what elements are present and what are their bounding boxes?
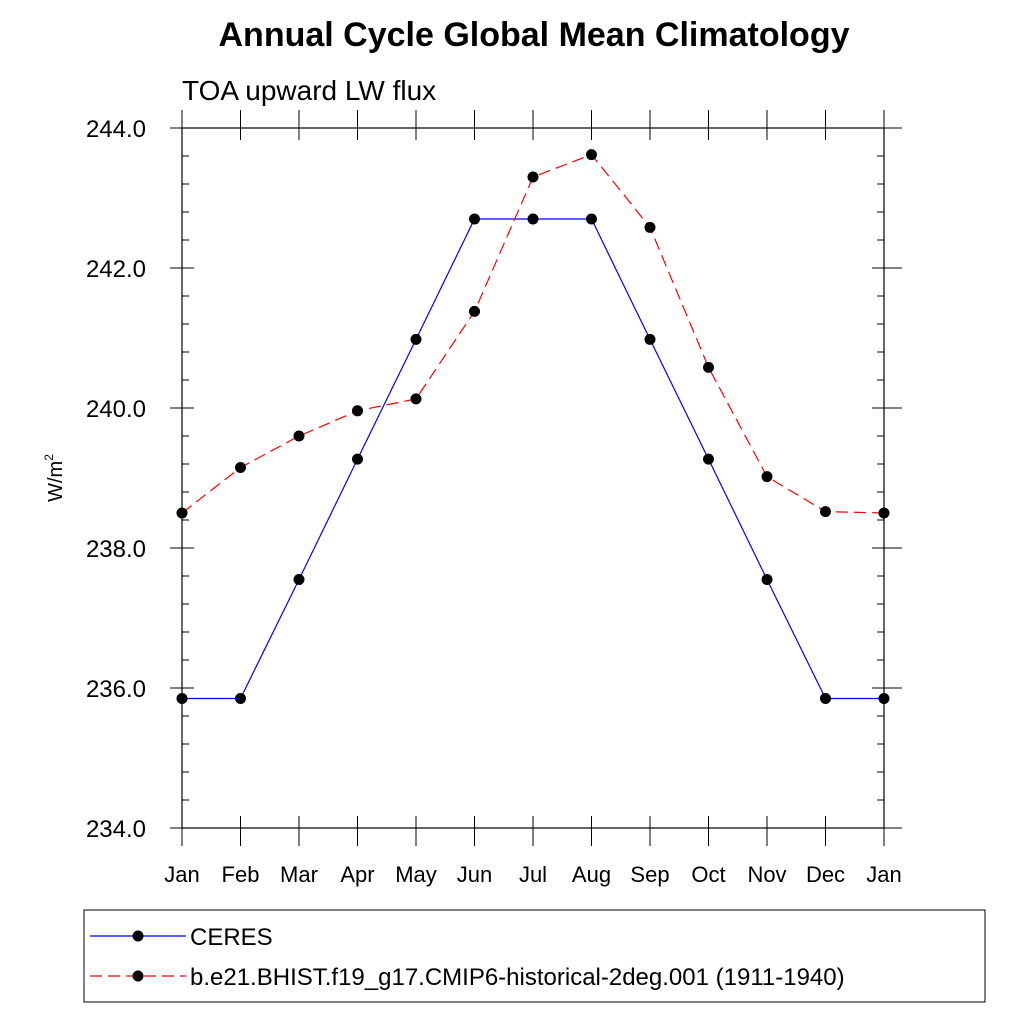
y-axis-label-exponent: 2 <box>42 454 56 461</box>
y-axis-label: W/m2 <box>42 454 67 502</box>
x-tick-label: Jun <box>457 862 492 887</box>
data-point <box>469 213 480 225</box>
data-point <box>761 574 773 585</box>
x-tick-labels: Jan Feb Mar Apr May Jun Jul Aug Sep Oct Nov Dec Jan <box>164 862 901 887</box>
data-point <box>820 506 831 518</box>
data-point <box>820 693 831 704</box>
x-tick-label: Dec <box>806 862 845 887</box>
data-point <box>410 393 422 405</box>
data-point <box>586 149 597 161</box>
data-point <box>469 305 480 317</box>
data-point <box>176 507 188 519</box>
chart-title: Annual Cycle Global Mean Climatology <box>219 16 850 54</box>
data-point <box>878 507 890 519</box>
x-tick-label: Sep <box>630 862 669 887</box>
x-tick-label: Apr <box>340 862 374 887</box>
y-tick-label: 234.0 <box>86 816 146 843</box>
series-layer <box>176 149 890 704</box>
series-line <box>182 218 884 700</box>
x-tick-label: Jan <box>164 862 199 887</box>
x-tick-label: Jan <box>866 862 901 887</box>
data-point <box>878 693 890 704</box>
data-point <box>410 333 422 345</box>
data-point <box>761 471 773 483</box>
data-point <box>352 453 363 465</box>
legend-label: b.e21.BHIST.f19_g17.CMIP6-historical-2de… <box>190 964 845 991</box>
data-point <box>527 213 539 225</box>
y-tick-labels: 234.0 236.0 238.0 240.0 242.0 244.0 <box>86 116 146 843</box>
data-point <box>703 361 714 373</box>
axis-ticks <box>170 110 902 846</box>
x-tick-label: Mar <box>280 862 318 887</box>
legend-marker <box>132 930 144 942</box>
legend-label: CERES <box>190 924 273 951</box>
data-point <box>176 693 188 704</box>
y-tick-label: 244.0 <box>86 116 146 143</box>
legend: CERES b.e21.BHIST.f19_g17.CMIP6-historica… <box>90 924 845 991</box>
y-tick-label: 236.0 <box>86 676 146 703</box>
y-tick-label: 238.0 <box>86 536 146 563</box>
data-point <box>644 333 656 345</box>
x-tick-label: Oct <box>691 862 725 887</box>
chart-subtitle: TOA upward LW flux <box>182 75 436 106</box>
data-point <box>352 405 363 417</box>
x-tick-label: Jul <box>519 862 547 887</box>
data-point <box>293 430 305 442</box>
x-tick-label: Aug <box>572 862 611 887</box>
x-tick-label: Nov <box>747 862 786 887</box>
series-line <box>181 153 885 514</box>
data-point <box>527 171 539 183</box>
y-tick-label: 242.0 <box>86 256 146 283</box>
legend-box <box>83 909 986 1003</box>
y-axis-label-unit: W/m <box>45 461 67 502</box>
data-point <box>235 693 246 704</box>
x-tick-label: Feb <box>222 862 260 887</box>
data-point <box>235 462 246 473</box>
data-point <box>293 574 305 585</box>
legend-marker <box>132 970 144 982</box>
y-tick-label: 240.0 <box>86 396 146 423</box>
plot-frame <box>181 127 885 829</box>
x-tick-label: May <box>395 862 437 887</box>
data-point <box>703 453 714 465</box>
data-point <box>644 221 656 233</box>
data-point <box>586 213 597 225</box>
